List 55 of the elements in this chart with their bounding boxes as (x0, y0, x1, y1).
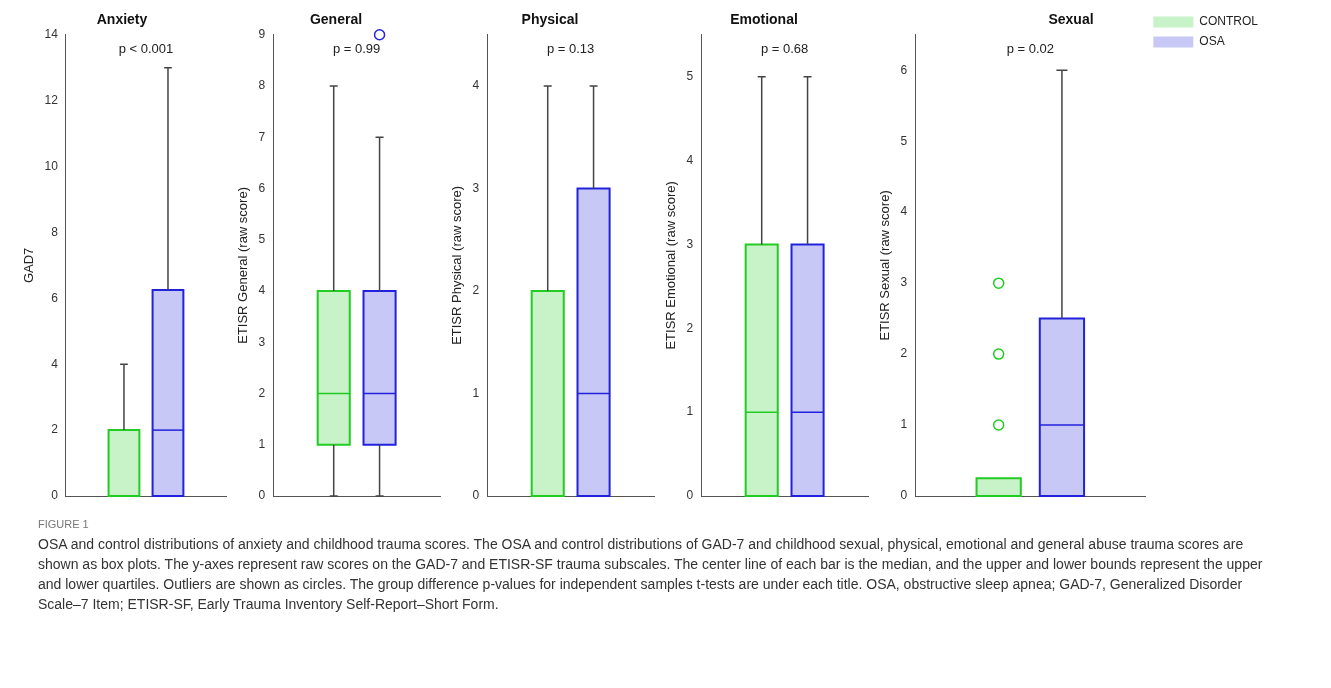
chart-title: Sexual (1048, 11, 1094, 28)
y-tick-label: 1 (686, 404, 694, 419)
y-tick-label: 8 (51, 224, 59, 239)
y-tick-label: 5 (258, 232, 266, 247)
y-axis-title: ETISR Sexual (raw score) (877, 190, 893, 341)
y-tick-label: 4 (900, 204, 908, 219)
y-tick-label: 6 (900, 62, 908, 77)
y-axis-title: GAD7 (21, 247, 37, 284)
annotation: p = 0.02 (1006, 40, 1054, 56)
y-tick-label: 5 (900, 133, 908, 148)
y-tick-label: 3 (900, 275, 908, 290)
y-tick-label: 0 (472, 488, 480, 503)
y-tick-label: 0 (51, 488, 59, 503)
legend-label: OSA (1199, 34, 1225, 49)
y-tick-label: 6 (258, 180, 266, 195)
chart-title: Emotional (730, 11, 798, 28)
y-tick-label: 1 (258, 437, 266, 452)
y-tick-label: 5 (686, 69, 694, 84)
y-tick-label: 3 (258, 334, 266, 349)
y-tick-label: 4 (51, 356, 59, 371)
annotation: p = 0.99 (332, 40, 381, 56)
y-tick-label: 2 (258, 385, 266, 400)
y-tick-label: 9 (258, 27, 266, 42)
annotation: p < 0.001 (118, 40, 174, 56)
y-axis-title: ETISR Physical (raw score) (449, 185, 465, 345)
annotation: p = 0.68 (760, 40, 809, 56)
chart-title: Anxiety (96, 11, 148, 28)
y-axis-title: ETISR Emotional (raw score) (663, 181, 679, 350)
y-tick-label: 2 (686, 320, 694, 335)
y-tick-label: 0 (258, 488, 266, 503)
annotation: p = 0.13 (546, 40, 595, 56)
y-tick-label: 14 (44, 27, 59, 42)
y-tick-label: 7 (258, 129, 266, 144)
y-tick-label: 0 (900, 488, 908, 503)
y-tick-label: 4 (472, 78, 480, 93)
y-tick-label: 8 (258, 78, 266, 93)
y-tick-label: 12 (44, 93, 59, 107)
legend-label: CONTROL (1199, 14, 1259, 29)
y-tick-label: 1 (900, 417, 908, 432)
chart-title: General (309, 11, 363, 28)
y-tick-label: 3 (472, 180, 480, 195)
y-tick-label: 2 (472, 283, 480, 298)
y-tick-label: 2 (51, 422, 59, 437)
chart-title: Physical (521, 11, 579, 28)
y-tick-label: 4 (686, 152, 694, 167)
y-tick-label: 0 (686, 488, 694, 503)
y-tick-label: 6 (51, 290, 59, 305)
y-tick-label: 10 (44, 158, 59, 173)
caption: FIGURE 1 (38, 518, 90, 530)
text: OSA and control distributions of anxiety and childhood trauma scores. The OSA and control distributions of GAD-7 and childhood sexual, physical, emotional and general abuse trauma scores are shown as box plots. The y-axes represent raw scores on the GAD-7 and ETISR-SF trauma subscales. The center line of each bar is the median, and the upper and lower bounds represent the upper and lower quartiles. Outliers are shown as circles. The group difference p-values for independent samples t-tests are under each title. OSA, obstructive sleep apnea; GAD-7, Generalized Disorder Scale–7 Item; ETISR-SF, Early Trauma Inventory Self-Report–Short Form. (38, 535, 1264, 614)
y-tick-label: 1 (472, 385, 480, 400)
y-axis-title: ETISR General (raw score) (235, 187, 251, 344)
y-tick-label: 4 (258, 283, 266, 298)
y-tick-label: 2 (900, 346, 908, 361)
y-tick-label: 3 (686, 236, 694, 251)
